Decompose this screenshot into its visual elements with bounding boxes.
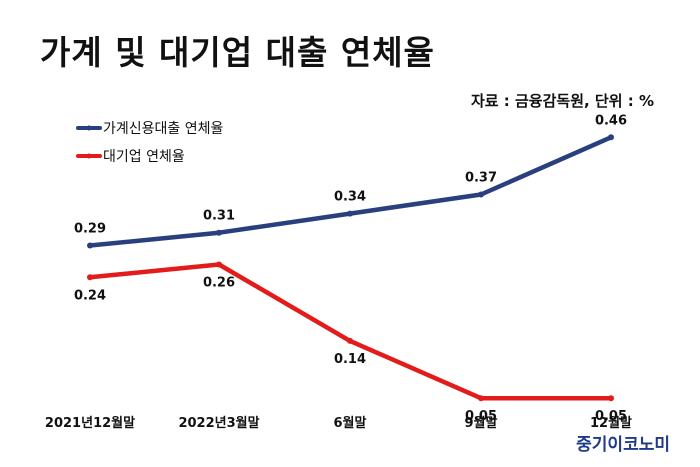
x-tick-label-2: 6월말 — [334, 415, 367, 431]
data-label-0-2: 0.34 — [334, 190, 366, 205]
data-point-0-3 — [478, 191, 484, 198]
data-label-1-3: 0.05 — [465, 409, 497, 424]
legend-marker-0 — [86, 125, 92, 131]
data-point-0-0 — [87, 242, 93, 249]
x-tick-label-0: 2021년12월말 — [45, 415, 135, 431]
source-note: 자료 : 금융감독원, 단위 : % — [470, 92, 654, 110]
data-label-1-2: 0.14 — [334, 352, 366, 367]
x-tick-label-3: 9월말 — [465, 415, 498, 431]
data-label-0-3: 0.37 — [465, 171, 497, 186]
data-label-0-0: 0.29 — [74, 222, 106, 237]
chart-title: 가계 및 대기업 대출 연체율 — [40, 33, 435, 72]
data-point-0-1 — [216, 229, 222, 236]
data-point-1-2 — [347, 337, 353, 344]
series-line-1 — [87, 262, 614, 401]
legend-label-0: 가계신용대출 연체율 — [103, 121, 223, 137]
data-point-1-1 — [216, 261, 222, 268]
data-point-0-4 — [608, 134, 614, 141]
x-tick-label-1: 2022년3월말 — [178, 415, 259, 431]
legend-marker-1 — [86, 153, 92, 159]
x-axis: 2021년12월말 2022년3월말 6월말 9월말 12월말 — [45, 415, 632, 431]
brand-logo: 중기이코노미 — [576, 435, 670, 455]
data-point-1-3 — [478, 395, 484, 402]
data-point-1-4 — [608, 395, 614, 402]
data-point-0-2 — [347, 210, 353, 217]
data-label-1-1: 0.26 — [203, 276, 235, 291]
data-label-1-4: 0.05 — [595, 409, 627, 424]
data-label-0-4: 0.46 — [595, 113, 627, 128]
legend-label-1: 대기업 연체율 — [103, 149, 185, 165]
data-label-1-0: 0.24 — [74, 288, 106, 303]
series-layer: 0.29 0.31 0.34 0.37 0.46 0.24 0.26 0.14 0.05 0.05 — [74, 113, 627, 424]
data-label-0-1: 0.31 — [203, 209, 235, 224]
x-tick-label-4: 12월말 — [590, 415, 632, 431]
data-point-1-0 — [87, 274, 93, 281]
